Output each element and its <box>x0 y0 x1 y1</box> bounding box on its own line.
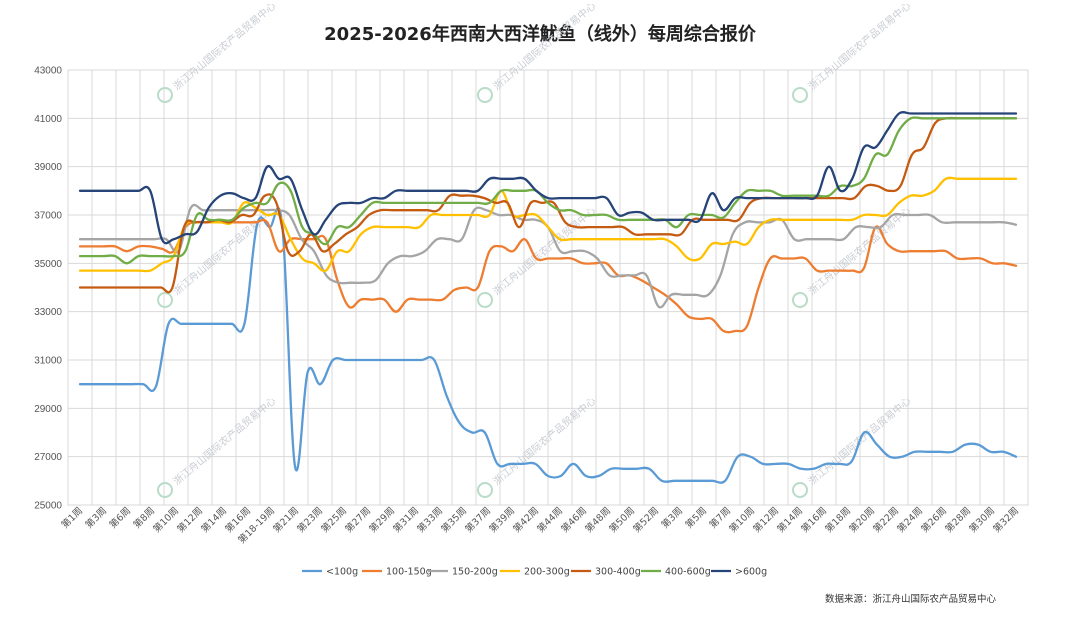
x-tick-label: 第32周 <box>991 505 1021 535</box>
x-tick-label: 第31周 <box>391 505 421 535</box>
x-tick-label: 第35周 <box>439 505 469 535</box>
x-tick-label: 第16周 <box>799 505 829 535</box>
source-note: 数据来源：浙江舟山国际农产品贸易中心 <box>824 594 996 605</box>
x-tick-label: 第24周 <box>895 505 925 535</box>
x-tick-label: 第21周 <box>271 505 301 535</box>
x-tick-label: 第28周 <box>943 505 973 535</box>
x-tick-label: 第48周 <box>583 505 613 535</box>
x-tick-label: 第29周 <box>367 505 397 535</box>
watermark: 浙江舟山国际农产品贸易中心 <box>792 394 913 498</box>
series-line <box>78 218 1018 334</box>
x-tick-label: 第10周 <box>727 505 757 535</box>
watermark: 浙江舟山国际农产品贸易中心 <box>792 0 913 103</box>
x-tick-label: 第3周 <box>83 505 109 531</box>
legend-label: <100g <box>326 567 358 578</box>
y-tick-label: 37000 <box>34 211 62 222</box>
x-tick-label: 第37周 <box>463 505 493 535</box>
watermark-logo-icon <box>157 87 173 103</box>
watermark-logo-icon <box>157 292 173 308</box>
watermark-logo-icon <box>477 292 493 308</box>
x-tick-label: 第6周 <box>107 505 133 531</box>
x-tick-label: 第52周 <box>631 505 661 535</box>
x-tick-label: 第39周 <box>487 505 517 535</box>
series-line <box>78 116 1018 265</box>
x-tick-label: 第44周 <box>535 505 565 535</box>
watermark-logo-icon <box>477 482 493 498</box>
y-tick-label: 29000 <box>34 404 62 415</box>
x-tick-label: 第42周 <box>511 505 541 535</box>
x-tick-label: 第23周 <box>295 505 325 535</box>
watermark-logo-icon <box>157 482 173 498</box>
x-tick-label: 第33周 <box>415 505 445 535</box>
x-tick-label: 第1周 <box>59 505 85 531</box>
legend-label: 150-200g <box>452 567 498 578</box>
watermark-text: 浙江舟山国际农产品贸易中心 <box>170 0 278 93</box>
x-tick-label: 第27周 <box>343 505 373 535</box>
y-tick-label: 41000 <box>34 114 62 125</box>
x-tick-label: 第12周 <box>175 505 205 535</box>
watermark: 浙江舟山国际农产品贸易中心 <box>477 0 598 103</box>
series-line <box>78 111 1018 245</box>
watermark: 浙江舟山国际农产品贸易中心 <box>477 394 598 498</box>
x-tick-label: 第10周 <box>151 505 181 535</box>
x-tick-label: 第20周 <box>847 505 877 535</box>
x-tick-label: 第14周 <box>775 505 805 535</box>
x-tick-label: 第18周 <box>823 505 853 535</box>
y-tick-label: 27000 <box>34 452 62 463</box>
legend-label: 300-400g <box>595 567 641 578</box>
watermark-logo-icon <box>792 87 808 103</box>
x-tick-label: 第3周 <box>659 505 685 531</box>
x-tick-label: 第26周 <box>919 505 949 535</box>
y-tick-label: 39000 <box>34 162 62 173</box>
watermark-logo-icon <box>792 482 808 498</box>
x-tick-label: 第50周 <box>607 505 637 535</box>
watermark-text: 浙江舟山国际农产品贸易中心 <box>805 0 913 93</box>
watermark-logo-icon <box>477 87 493 103</box>
legend-label: >600g <box>735 567 767 578</box>
watermark-text: 浙江舟山国际农产品贸易中心 <box>490 0 598 93</box>
legend-label: 100-150g <box>386 567 432 578</box>
y-tick-label: 31000 <box>34 356 62 367</box>
y-tick-label: 35000 <box>34 259 62 270</box>
x-tick-label: 第5周 <box>683 505 709 531</box>
x-tick-label: 第12周 <box>751 505 781 535</box>
chart-title: 2025-2026年西南大西洋魷鱼（线外）每周综合报价 <box>324 24 756 45</box>
y-tick-label: 43000 <box>34 66 62 77</box>
x-tick-label: 第30周 <box>967 505 997 535</box>
x-tick-label: 第46周 <box>559 505 589 535</box>
x-tick-label: 第14周 <box>199 505 229 535</box>
y-tick-label: 25000 <box>34 501 62 512</box>
legend-label: 400-600g <box>665 567 711 578</box>
legend-label: 200-300g <box>524 567 570 578</box>
series-line <box>78 207 1018 484</box>
y-tick-label: 33000 <box>34 307 62 318</box>
x-tick-label: 第22周 <box>871 505 901 535</box>
x-tick-label: 第25周 <box>319 505 349 535</box>
watermark-logo-icon <box>792 292 808 308</box>
